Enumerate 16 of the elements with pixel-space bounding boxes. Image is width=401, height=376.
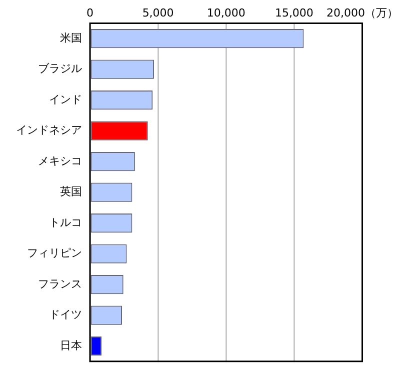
y-tick-label: インド (49, 92, 82, 106)
x-tick-label: 0 (86, 6, 94, 20)
x-tick-label: 20,000（万） (326, 6, 398, 20)
y-tick-label: 米国 (60, 31, 82, 44)
y-tick-label: インドネシア (16, 124, 82, 137)
y-tick-label: ドイツ (49, 308, 82, 322)
y-tick-label: トルコ (49, 216, 82, 229)
y-tick-label: ブラジル (38, 62, 82, 76)
x-tick-label: 5,000 (142, 6, 174, 20)
y-tick-label: メキシコ (38, 154, 82, 168)
x-tick-label: 10,000 (206, 6, 246, 20)
y-tick-label: 日本 (60, 338, 82, 352)
x-tick-label: 15,000 (274, 6, 314, 20)
y-tick-label: フランス (38, 277, 82, 290)
y-tick-label: 英国 (60, 185, 82, 198)
y-tick-label: フィリピン (27, 246, 82, 260)
